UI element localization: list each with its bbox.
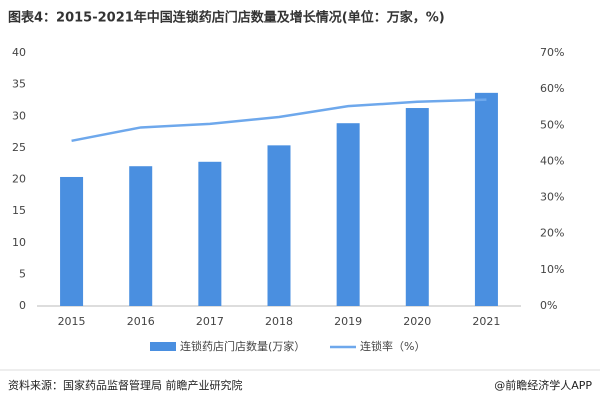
x-tick-label: 2020 <box>403 315 431 328</box>
y2-tick-label: 40% <box>540 154 564 167</box>
x-tick-label: 2017 <box>196 315 224 328</box>
y-tick-label: 20 <box>12 173 26 186</box>
x-tick-label: 2021 <box>472 315 500 328</box>
y-tick-label: 40 <box>12 46 26 59</box>
legend-label: 连锁率（%） <box>360 339 425 353</box>
legend-swatch <box>150 342 176 351</box>
y-tick-label: 15 <box>12 204 26 217</box>
legend-label: 连锁药店门店数量(万家） <box>180 339 305 353</box>
y-tick-label: 0 <box>19 299 26 312</box>
line <box>71 98 487 143</box>
chart-title: 图表4：2015-2021年中国连锁药店门店数量及增长情况(单位：万家，%) <box>8 10 445 26</box>
bar <box>267 145 291 306</box>
y2-tick-label: 50% <box>540 118 564 131</box>
y2-tick-label: 0% <box>540 299 557 312</box>
bar <box>129 166 153 306</box>
y2-tick-label: 10% <box>540 263 564 276</box>
y-tick-label: 10 <box>12 236 26 249</box>
y2-tick-label: 30% <box>540 191 564 204</box>
y2-tick-label: 70% <box>540 46 564 59</box>
x-tick-label: 2018 <box>265 315 293 328</box>
y-tick-label: 35 <box>12 78 26 91</box>
x-tick-label: 2019 <box>334 315 362 328</box>
credit: @前瞻经济学人APP <box>494 378 592 392</box>
bar <box>336 123 360 307</box>
y2-tick-label: 20% <box>540 227 564 240</box>
x-tick-label: 2016 <box>127 315 155 328</box>
bar <box>405 108 429 306</box>
y-tick-label: 5 <box>19 267 26 280</box>
y-tick-label: 30 <box>12 109 26 122</box>
source: 资料来源：国家药品监督管理局 前瞻产业研究院 <box>8 378 243 392</box>
bar <box>60 176 84 306</box>
bar <box>198 161 222 306</box>
x-tick-label: 2015 <box>58 315 86 328</box>
bar <box>474 92 498 306</box>
y-tick-label: 25 <box>12 141 26 154</box>
y2-tick-label: 60% <box>540 82 564 95</box>
